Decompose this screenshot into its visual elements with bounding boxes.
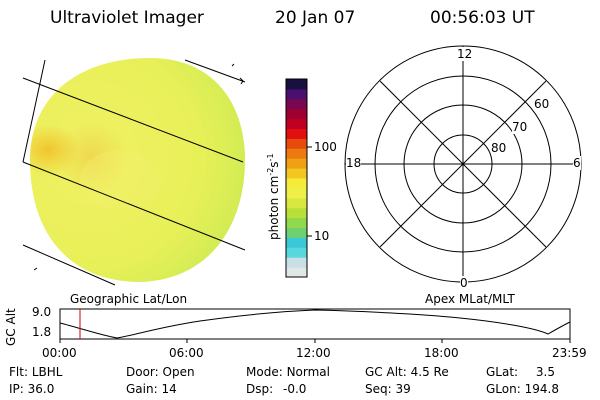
instrument-title: Ultraviolet Imager	[50, 8, 204, 28]
polar-label-top: 12	[457, 47, 473, 61]
colorbar-segment	[286, 108, 307, 120]
info-ip: IP: 36.0	[9, 382, 55, 396]
info-mode: Mode: Normal	[246, 365, 330, 379]
colorbar-segment	[286, 187, 307, 199]
info-glat: GLat: 3.5	[486, 365, 556, 379]
altitude-ytick-high: 9.0	[32, 305, 52, 319]
altitude-ytick-low: 1.8	[32, 325, 52, 339]
polar-label-right: 6	[573, 156, 581, 170]
colorbar-segment	[286, 128, 307, 139]
polar-ring-label-60: 60	[534, 97, 550, 111]
info-filter: Flt: LBHL	[9, 365, 63, 379]
colorbar-segment	[286, 247, 307, 258]
info-dsp: Dsp: -0.0	[246, 382, 307, 396]
polar-ring-label-70: 70	[512, 120, 528, 134]
altitude-xtick-0000: 00:00	[42, 346, 77, 360]
info-door: Door: Open	[126, 365, 195, 379]
polar-ring-label-80: 80	[491, 141, 507, 155]
info-glon: GLon: 194.8	[486, 382, 559, 396]
info-gain: Gain: 14	[126, 382, 177, 396]
colorbar-segment	[286, 98, 307, 110]
info-seq: Seq: 39	[365, 382, 411, 396]
colorbar-segment	[286, 138, 307, 149]
altitude-xtick-1800: 18:00	[424, 346, 459, 360]
colorbar-tick-low: 10	[314, 229, 330, 243]
colorbar-segment	[286, 257, 307, 268]
polar-label-left: 18	[346, 156, 362, 170]
polar-label-bottom: 0	[460, 276, 468, 290]
colorbar-segment	[286, 267, 307, 278]
colorbar-tick-high: 100	[314, 140, 337, 154]
colorbar-segment	[286, 227, 307, 238]
image-date: 20 Jan 07	[275, 8, 356, 28]
colorbar-segment	[286, 79, 307, 90]
apex-map-label: Apex MLat/MLT	[425, 292, 515, 306]
altitude-xtick-0600: 06:00	[169, 346, 204, 360]
colorbar-segment	[286, 168, 307, 179]
colorbar-segment	[286, 158, 307, 169]
geo-map-label: Geographic Lat/Lon	[70, 292, 188, 306]
image-time: 00:56:03 UT	[430, 8, 535, 28]
colorbar-segment	[286, 148, 307, 159]
altitude-xtick-2359: 23:59	[552, 346, 587, 360]
geo-grid-lines	[22, 59, 246, 286]
colorbar-segment	[286, 237, 307, 248]
colorbar-segment	[286, 178, 307, 189]
colorbar-segment	[286, 118, 307, 129]
colorbar-segment	[286, 197, 307, 209]
altitude-curve	[59, 309, 571, 339]
colorbar-segment	[286, 207, 307, 219]
colorbar-segment	[286, 88, 307, 100]
info-gc-alt: GC Alt: 4.5 Re	[365, 365, 449, 379]
altitude-xtick-1200: 12:00	[296, 346, 331, 360]
coastline-specks	[33, 63, 244, 271]
altitude-ylabel: GC Alt	[4, 308, 18, 346]
colorbar-segment	[286, 217, 307, 228]
